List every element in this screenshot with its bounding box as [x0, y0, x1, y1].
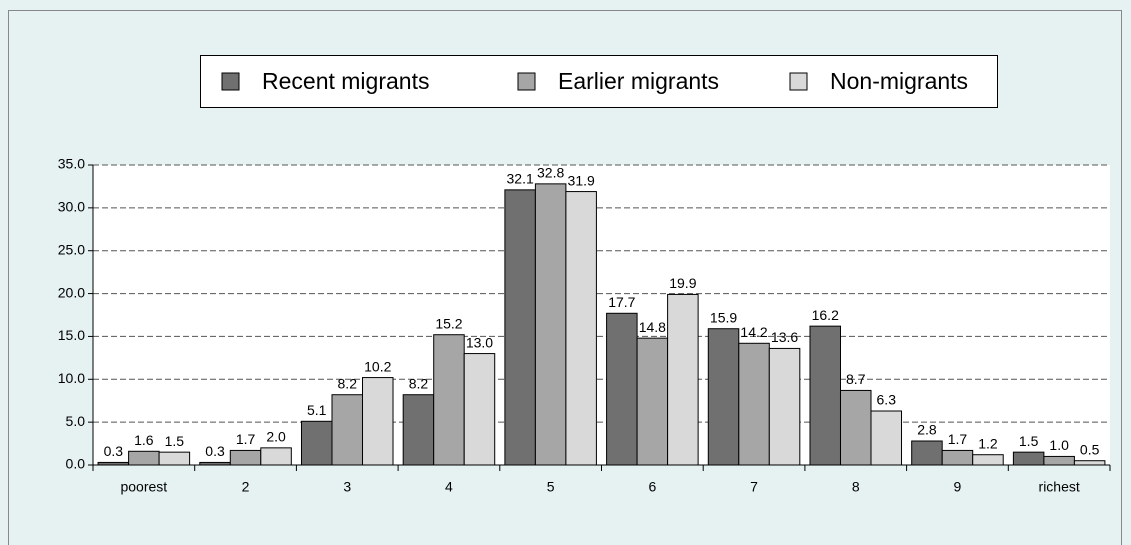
- value-label: 14.8: [639, 319, 666, 335]
- bar: [738, 342, 770, 466]
- value-label: 15.2: [435, 315, 462, 331]
- x-tick-label: 5: [547, 479, 555, 495]
- value-label: 1.7: [948, 431, 968, 447]
- value-label: 16.2: [812, 307, 839, 323]
- value-label: 15.9: [710, 309, 737, 325]
- legend-label: Recent migrants: [262, 68, 429, 94]
- x-tick-label: 8: [852, 479, 860, 495]
- y-tick-label: 30.0: [58, 199, 85, 215]
- x-tick-label: 4: [445, 479, 453, 495]
- bar: [809, 325, 841, 466]
- value-label: 13.6: [771, 329, 798, 345]
- value-label: 17.7: [608, 294, 635, 310]
- bar: [1043, 455, 1075, 466]
- value-label: 2.8: [917, 422, 937, 438]
- bar: [839, 389, 872, 466]
- value-label: 2.0: [266, 429, 286, 445]
- bar: [260, 447, 292, 466]
- value-label: 14.2: [740, 324, 767, 340]
- value-label: 1.2: [978, 435, 998, 451]
- bar: [941, 449, 974, 466]
- bar: [362, 377, 394, 466]
- value-label: 31.9: [568, 172, 595, 188]
- legend-label: Earlier migrants: [558, 68, 719, 94]
- x-tick-label: 3: [343, 479, 351, 495]
- value-label: 10.2: [364, 358, 391, 374]
- bar: [433, 334, 465, 466]
- x-tick-label: 7: [750, 479, 758, 495]
- y-tick-label: 5.0: [66, 413, 86, 429]
- value-label: 13.0: [466, 334, 493, 350]
- value-label: 0.5: [1080, 441, 1100, 457]
- frame: [8, 10, 1122, 545]
- value-label: 32.8: [537, 165, 564, 181]
- bar: [707, 328, 740, 466]
- bar: [972, 454, 1004, 466]
- y-tick-label: 20.0: [58, 284, 85, 300]
- value-label: 5.1: [307, 402, 327, 418]
- legend-swatch: [517, 72, 536, 91]
- legend-swatch: [221, 72, 240, 91]
- value-label: 6.3: [877, 392, 897, 408]
- bar: [229, 449, 262, 466]
- value-label: 1.0: [1049, 437, 1069, 453]
- bar: [606, 312, 638, 466]
- y-tick-label: 10.0: [58, 370, 85, 386]
- value-label: 1.5: [1019, 433, 1039, 449]
- value-label: 1.5: [165, 433, 185, 449]
- bar: [565, 191, 597, 466]
- x-tick-label: 9: [954, 479, 962, 495]
- value-label: 19.9: [669, 275, 696, 291]
- legend-label: Non-migrants: [830, 68, 968, 94]
- bar: [768, 347, 801, 466]
- value-label: 0.3: [104, 443, 124, 459]
- bar: [667, 293, 699, 466]
- bar: [534, 183, 567, 466]
- bar: [463, 353, 496, 466]
- legend-box: [200, 55, 998, 108]
- plot-area: [93, 165, 1110, 465]
- legend-swatch: [789, 72, 808, 91]
- y-tick-label: 35.0: [58, 156, 85, 172]
- bar: [504, 189, 536, 466]
- value-label: 1.7: [236, 431, 256, 447]
- value-label: 1.6: [134, 432, 154, 448]
- bar: [331, 394, 364, 466]
- value-label: 32.1: [507, 171, 534, 187]
- bar: [402, 394, 435, 466]
- x-tick-label: poorest: [120, 479, 167, 495]
- bar: [911, 440, 943, 466]
- bar: [1012, 451, 1045, 466]
- x-tick-label: 6: [648, 479, 656, 495]
- y-tick-label: 0.0: [66, 456, 86, 472]
- value-label: 0.3: [205, 443, 225, 459]
- value-label: 8.7: [846, 371, 866, 387]
- bar: [300, 420, 333, 466]
- bar: [870, 410, 903, 466]
- y-tick-label: 15.0: [58, 327, 85, 343]
- x-tick-label: 2: [242, 479, 250, 495]
- value-label: 8.2: [338, 375, 358, 391]
- x-tick-label: richest: [1039, 479, 1080, 495]
- bar: [128, 450, 160, 466]
- y-tick-label: 25.0: [58, 241, 85, 257]
- value-label: 8.2: [409, 375, 429, 391]
- bar: [158, 451, 191, 466]
- bar: [1073, 460, 1106, 466]
- bar: [636, 337, 669, 466]
